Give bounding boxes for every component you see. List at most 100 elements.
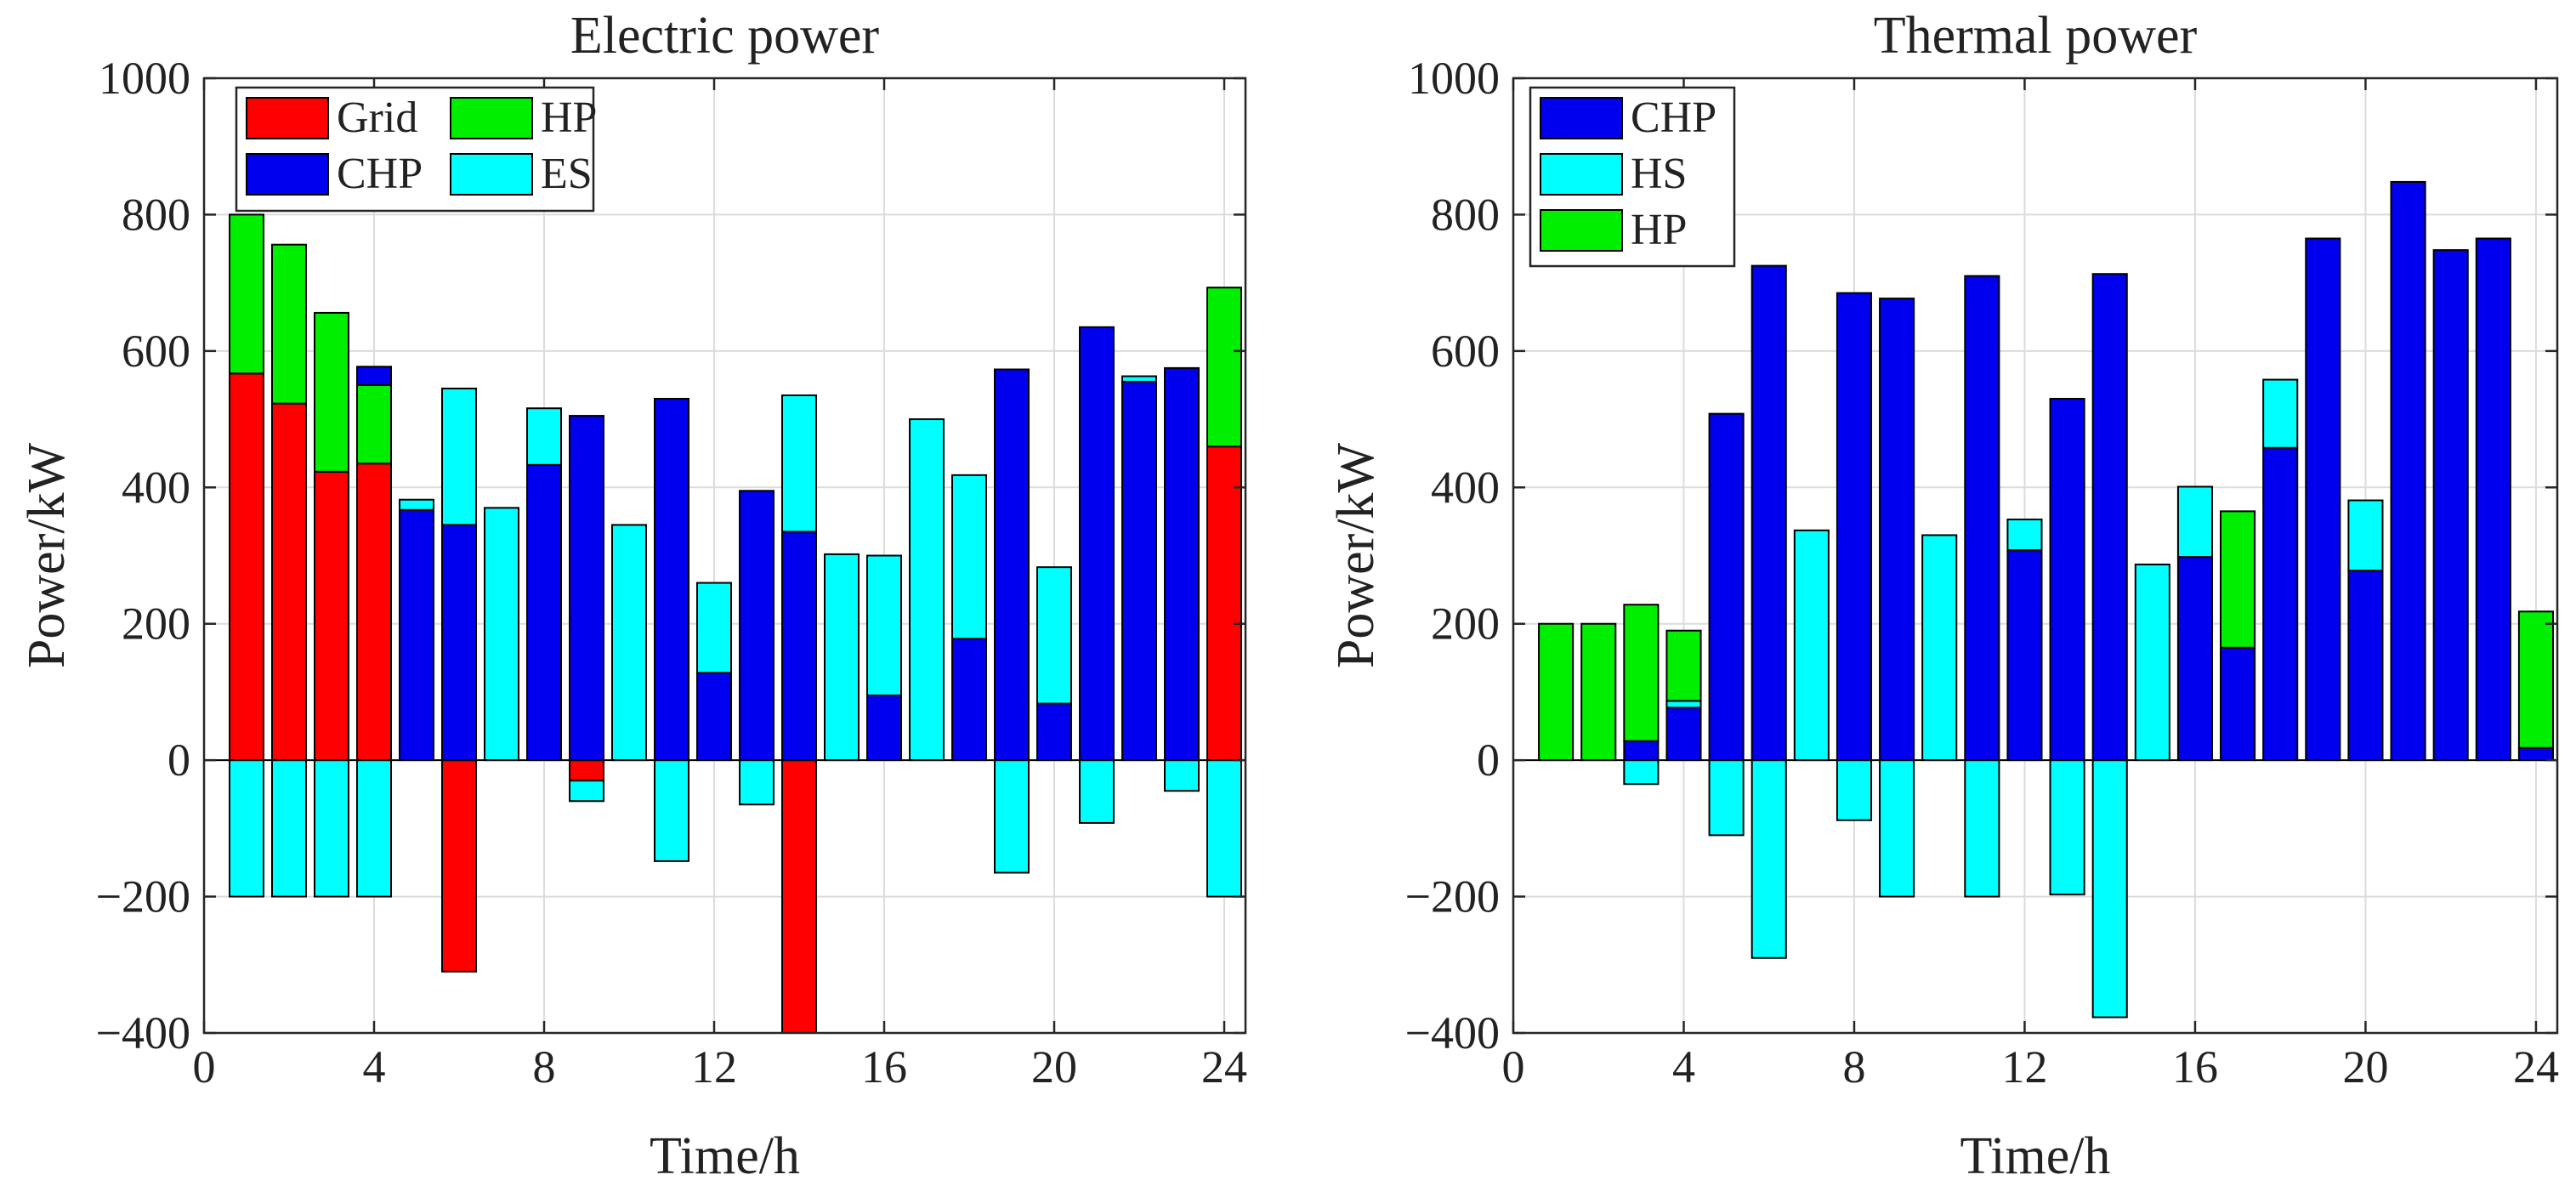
bar-es-h14 [781,394,817,533]
bar-es-h3 [314,759,349,898]
x-tick-label: 24 [1201,1041,1247,1092]
bar-chp-h23 [2475,237,2511,762]
bar-grid-h3 [314,470,349,762]
chart-title: Thermal power [1874,7,2198,65]
bar-chp-h5 [399,508,434,762]
y-tick-label: 200 [122,599,190,650]
x-tick-label: 0 [193,1041,216,1092]
bar-chp-h11 [1964,275,2000,762]
bar-hp-h3 [314,311,349,473]
bar-es-h6 [441,387,477,526]
bar-hs-h15 [2134,563,2170,762]
bar-grid-h9 [569,759,604,782]
legend-label-grid: Grid [337,94,417,142]
bar-chp-h3 [1623,740,1660,762]
y-tick-label: −200 [96,871,190,922]
y-tick-label: −200 [1405,871,1500,922]
bar-es-h13 [739,759,775,806]
y-tick-label: 1000 [1408,53,1500,104]
bar-hs-h4 [1665,700,1702,709]
bar-chp-h22 [1121,380,1157,762]
bar-chp-h8 [526,463,562,762]
bar-chp-h21 [1079,326,1115,762]
y-axis-label: Power/kW [18,442,76,668]
bar-grid-h14 [781,759,817,1035]
bar-chp-h12 [696,672,732,762]
y-tick-label: −400 [1405,1007,1500,1058]
bar-hs-h9 [1879,759,1915,898]
bar-hs-h8 [1836,759,1873,821]
legend-swatch-hp [450,97,533,139]
x-tick-label: 20 [2342,1041,2388,1092]
legend-swatch-chp [1540,97,1623,139]
bar-hp-h4 [1665,629,1702,702]
bar-chp-h24 [2517,746,2554,762]
bars [1538,180,2554,1019]
y-tick-label: 0 [1477,735,1500,786]
bar-es-h19 [994,759,1030,874]
y-tick-label: 600 [1431,326,1500,377]
legend-label-hp: HP [541,94,597,142]
x-tick-label: 16 [861,1041,907,1092]
axes-frame [202,77,1247,1035]
legend-label-es: ES [541,150,593,198]
legend-swatch-hp [1540,209,1623,252]
bar-hp-h1 [229,213,264,375]
bar-hp-h4 [356,383,392,465]
bar-grid-h6 [441,759,477,973]
y-tick-label: 0 [167,735,190,786]
bar-chp-h20 [2347,570,2384,762]
legend-label-hp: HP [1631,206,1687,254]
bar-chp-h17 [2220,646,2256,762]
x-tick-label: 4 [1672,1041,1695,1092]
bar-hp-h1 [1538,622,1575,762]
bar-chp-h11 [654,398,689,762]
bar-es-h22 [1121,375,1157,383]
bar-chp-h23 [1164,366,1200,762]
x-axis-label: Time/h [650,1127,800,1185]
bar-es-h7 [484,507,519,762]
bar-chp-h8 [1836,292,1873,762]
bar-grid-h2 [271,402,307,762]
bar-hp-h2 [1580,622,1617,762]
bar-hs-h20 [2347,499,2384,572]
bar-hp-h3 [1623,604,1660,742]
bar-es-h8 [526,407,562,466]
bar-es-h1 [229,759,264,898]
bar-es-h23 [1164,759,1200,792]
bar-hp-h17 [2220,510,2256,649]
bar-hs-h16 [2176,485,2214,559]
bar-hs-h3 [1623,759,1660,786]
bar-es-h24 [1206,759,1242,898]
bar-chp-h22 [2432,249,2469,762]
y-tick-label: 400 [122,462,190,513]
y-tick-label: 800 [1431,189,1500,240]
x-tick-label: 8 [1842,1041,1865,1092]
thermal-power-chart: 0 4 8 12 16 20 24 −400 −200 0 200 400 600 800 1000 The… [1327,7,2559,1185]
bar-chp-h5 [1708,412,1745,762]
bar-chp-h19 [2305,237,2341,762]
bar-hp-h24 [1206,287,1242,448]
bar-hp-h2 [271,243,307,405]
y-tick-label: −400 [96,1007,190,1058]
bar-es-h15 [824,553,860,762]
x-tick-label: 12 [691,1041,737,1092]
x-tick-label: 20 [1031,1041,1077,1092]
axes-frame [1512,77,2559,1035]
legend-swatch-grid [246,97,329,139]
bar-grid-h1 [229,372,264,762]
bar-chp-h9 [569,415,604,762]
y-tick-label: 1000 [99,53,190,104]
bar-es-h21 [1079,759,1115,824]
bar-chp-h13 [2049,398,2085,762]
bar-hs-h13 [2049,759,2085,896]
legend-label-chp: CHP [1631,94,1716,142]
x-tick-label: 16 [2172,1041,2218,1092]
bar-hs-h12 [2006,518,2043,552]
bar-hp-h24 [2517,610,2554,749]
x-tick-label: 24 [2513,1041,2559,1092]
bar-chp-h20 [1036,702,1072,762]
legend: Grid HP CHP ES [235,86,597,213]
bar-chp-h6 [1750,264,1787,762]
